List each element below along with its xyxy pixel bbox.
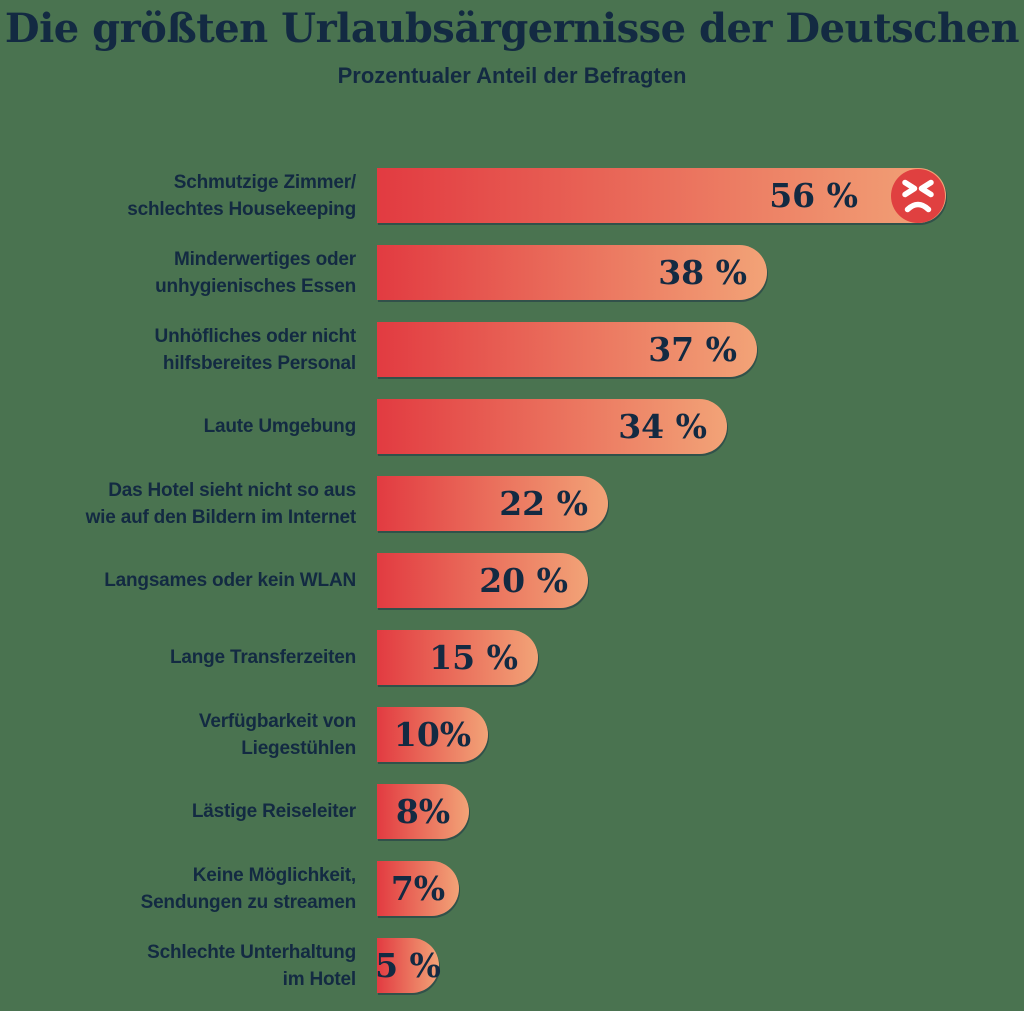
category-label: Langsames oder kein WLAN [0,553,377,608]
bar: 38 % [377,245,767,300]
bar: 34 % [377,399,727,454]
chart-row: Das Hotel sieht nicht so aus wie auf den … [0,476,1024,531]
bar-chart: Schmutzige Zimmer/schlechtes Housekeepin… [0,168,1024,1011]
category-label: Minderwertiges oder unhygienisches Essen [0,245,377,300]
category-label-line: Lästige Reiseleiter [191,801,356,822]
chart-row: Unhöfliches oder nicht hilfsbereites Pers… [0,322,1024,377]
category-label-line: schlechtes Housekeeping [127,198,356,220]
value-label: 7% [390,869,446,908]
chart-row: Verfügbarkeit von Liegestühlen 10% [0,707,1024,762]
bar: 15 % [377,630,538,685]
value-label: 8% [395,792,451,831]
category-label-line: Schmutzige Zimmer/ [173,171,356,193]
bar-track: 20 % [377,553,1024,608]
chart-row: Minderwertiges oder unhygienisches Essen … [0,245,1024,300]
chart-row: Keine Möglichkeit, Sendungen zu streamen … [0,861,1024,916]
category-label-line: Verfügbarkeit von [198,710,356,732]
category-label: Das Hotel sieht nicht so aus wie auf den … [0,476,377,531]
category-label-line: unhygienisches Essen [155,275,356,297]
category-label-line: Das Hotel sieht nicht so aus [108,479,356,501]
category-label-line: Keine Möglichkeit, [192,864,356,886]
chart-row: Lästige Reiseleiter 8% [0,784,1024,839]
bar: 22 % [377,476,608,531]
bar: 5 % [375,938,441,993]
category-label-line: Liegestühlen [241,737,356,759]
category-label-line: im Hotel [282,968,357,990]
value-label: 20 % [479,561,568,600]
chart-row: Laute Umgebung 34 % [0,399,1024,454]
value-label: 34 % [618,407,707,446]
bar-track: 22 % [377,476,1024,531]
category-label: Unhöfliches oder nicht hilfsbereites Pers… [0,322,377,377]
bar-track: 7% [377,861,1024,916]
chart-row: Langsames oder kein WLAN 20 % [0,553,1024,608]
bar-track: 15 % [377,630,1024,685]
category-label: Lange Transferzeiten [0,630,377,685]
value-label: 38 % [658,253,747,292]
category-label-line: Unhöfliches oder nicht [154,325,357,347]
category-label-line: Minderwertiges oder [173,248,356,270]
bar-track: 34 % [377,399,1024,454]
category-label: Keine Möglichkeit, Sendungen zu streamen [0,861,377,916]
category-label-line: Sendungen zu streamen [140,891,357,913]
value-label: 22 % [499,484,588,523]
bar: 10% [377,707,488,762]
category-label: Lästige Reiseleiter [0,784,377,839]
bar: 8% [377,784,469,839]
category-label-line: Lange Transferzeiten [169,647,356,668]
bar-track: 8% [377,784,1024,839]
value-label: 5 % [375,946,441,985]
value-label: 56 % [769,176,858,215]
bar-track: 38 % [377,245,1024,300]
category-label-line: wie auf den Bildern im Internet [85,506,357,528]
chart-row: Lange Transferzeiten 15 % [0,630,1024,685]
chart-header: Die größten Urlaubsärgernisse der Deutsc… [0,0,1024,89]
chart-title: Die größten Urlaubsärgernisse der Deutsc… [4,5,1020,52]
category-label-line: hilfsbereites Personal [162,352,356,374]
angry-face-icon [891,168,945,223]
bar-track: 5 % [375,938,1024,993]
bar-track: 56 % [377,168,1024,223]
bar: 20 % [377,553,588,608]
value-label: 15 % [429,638,518,677]
category-label-line: Schlechte Unterhaltung [147,941,356,963]
value-label: 10% [393,715,472,754]
category-label: Schmutzige Zimmer/schlechtes Housekeepin… [0,168,377,223]
bar-track: 37 % [377,322,1024,377]
bar: 56 % [377,168,946,223]
chart-row: Schlechte Unterhaltung im Hotel 5 % [0,938,1024,993]
category-label: Verfügbarkeit von Liegestühlen [0,707,377,762]
chart-row: Schmutzige Zimmer/schlechtes Housekeepin… [0,168,1024,223]
category-label-line: Langsames oder kein WLAN [104,570,356,591]
bar: 37 % [377,322,757,377]
chart-subtitle: Prozentualer Anteil der Befragten [337,63,687,88]
category-label: Laute Umgebung [0,399,377,454]
bar: 7% [377,861,459,916]
bar-track: 10% [377,707,1024,762]
value-label: 37 % [648,330,737,369]
category-label-line: Laute Umgebung [203,416,357,437]
category-label: Schlechte Unterhaltung im Hotel [0,938,377,993]
